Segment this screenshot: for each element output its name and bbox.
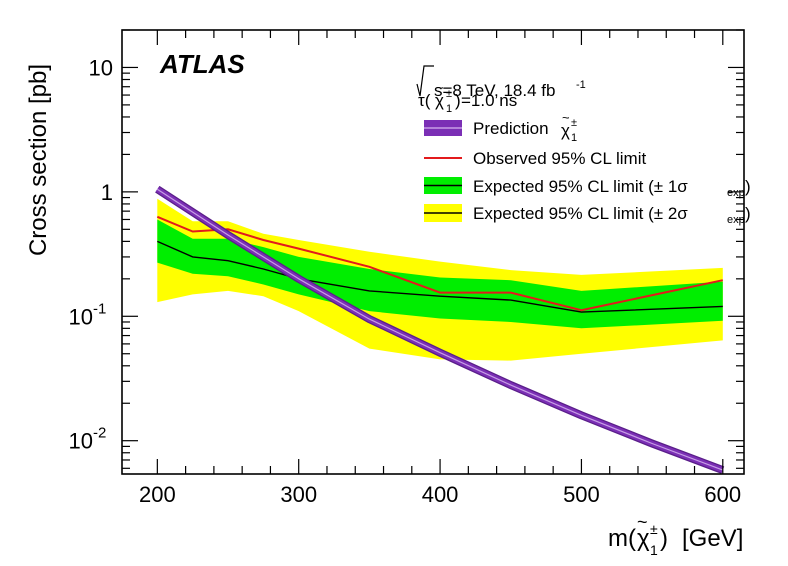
svg-text:Expected 95% CL limit (± 2σ: Expected 95% CL limit (± 2σ [473,204,688,223]
svg-text:1: 1 [446,103,452,115]
expected-1sigma-band [157,219,723,329]
svg-text:exp: exp [727,214,745,226]
y-tick-label: 10 -2 [69,425,107,454]
svg-text:-1: -1 [576,79,586,91]
svg-text:-1: -1 [93,300,106,317]
svg-text:=1.0 ns: =1.0 ns [461,91,517,110]
svg-text:~: ~ [562,110,570,125]
svg-text:): ) [745,204,751,223]
svg-text:m(: m( [608,525,636,552]
series-lines-layer [155,185,725,474]
axis-ticks-layer [122,29,744,474]
y-axis-label: Cross section [pb] [25,64,52,256]
svg-text:-2: -2 [93,425,106,442]
tilde-mark: ~ [637,512,648,532]
legend-item-expected-1sigma: Expected 95% CL limit (± 1σ exp ) [424,177,751,199]
legend-item-expected-2sigma: Expected 95% CL limit (± 2σ exp ) [424,204,751,226]
energy-annotation: s=8 TeV, 18.4 fb -1 [416,65,586,100]
svg-text:~: ~ [436,80,444,95]
x-tick-label: 600 [704,482,741,507]
svg-text:Expected 95% CL limit (± 1σ: Expected 95% CL limit (± 1σ [473,177,688,196]
lifetime-annotation: τ( χ ~ ± 1 ) =1.0 ns [418,80,517,115]
observed-limit-line [156,215,724,312]
legend-item-observed: Observed 95% CL limit [424,149,646,168]
svg-text:): ) [455,91,461,110]
experiment-label: ATLAS [159,49,245,79]
svg-text:10: 10 [69,304,93,329]
svg-text:exp: exp [727,187,745,199]
svg-text:±: ± [571,117,577,129]
svg-text:): ) [745,177,751,196]
y-tick-label: 1 [101,180,113,205]
svg-text:Observed 95% CL limit: Observed 95% CL limit [473,149,646,168]
legend-item-prediction: Prediction χ ~ ± 1 [424,110,577,144]
y-tick-label: 10 [89,55,113,80]
sqrt-sign [416,65,434,97]
svg-text:Prediction: Prediction [473,119,549,138]
svg-text:s=8 TeV, 18.4 fb: s=8 TeV, 18.4 fb [434,81,555,100]
index-subscript: 1 [650,542,658,558]
x-axis-unit: [GeV] [682,525,743,552]
svg-text:χ: χ [561,121,570,140]
x-tick-label: 200 [139,482,176,507]
svg-text:χ: χ [435,91,444,110]
svg-text:1: 1 [101,180,113,205]
plot-frame [121,29,745,475]
charge-superscript: ± [650,521,658,537]
expected-limit-line [157,240,723,313]
chargino-symbol: χ [637,525,650,552]
svg-text:10: 10 [89,55,113,80]
svg-text:τ(: τ( [418,91,431,110]
svg-text:): ) [660,525,668,552]
svg-text:10: 10 [69,429,93,454]
x-tick-label: 300 [280,482,317,507]
x-tick-label: 400 [422,482,459,507]
y-tick-label: 10 -1 [69,300,107,329]
prediction-central-line [156,188,724,471]
x-axis-label: m( χ ~ ± 1 ) [GeV] [608,512,743,558]
x-tick-label: 500 [563,482,600,507]
expected-1sigma-band-layer [157,219,723,329]
legend: Prediction χ ~ ± 1 Observed 95% CL limit… [424,110,751,226]
svg-text:±: ± [446,88,452,100]
svg-text:1: 1 [571,132,577,144]
